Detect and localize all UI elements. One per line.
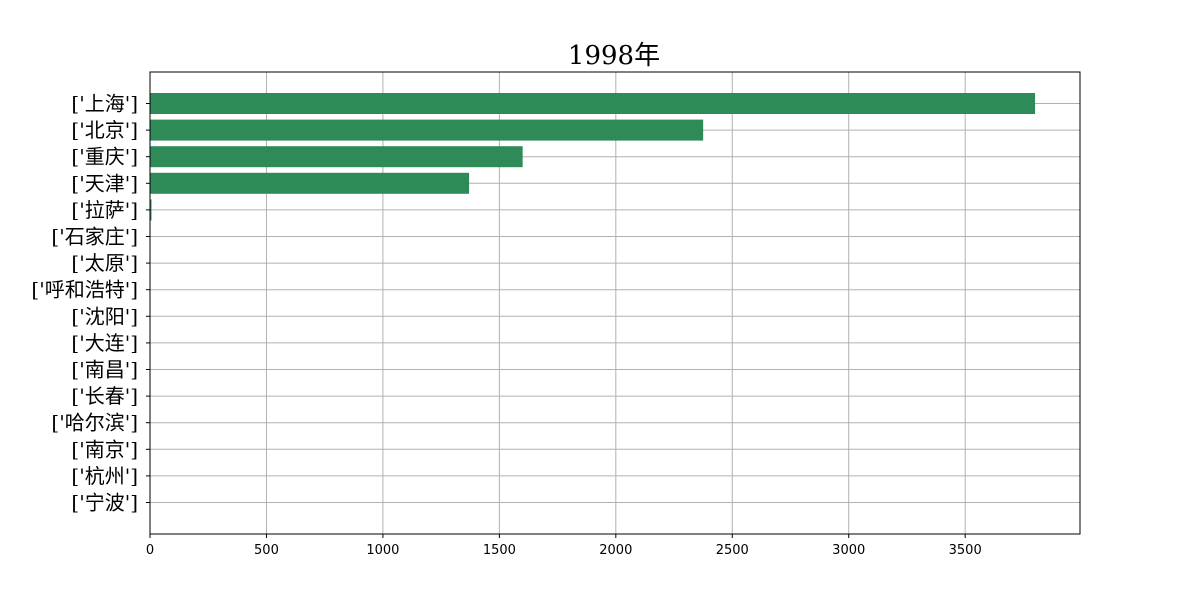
bar [150,146,523,168]
category-label: ['大连'] [71,331,138,355]
bar [150,119,704,141]
category-label: ['太原'] [71,251,138,275]
category-label: ['拉萨'] [71,198,138,222]
category-label: ['宁波'] [71,491,138,515]
category-labels: ['上海']['北京'] ['重庆']['天津'] ['拉萨'] ['石家庄']['太… [31,92,150,515]
x-tick-label: 2000 [599,543,632,558]
category-label: ['石家庄'] [51,225,138,249]
category-label: ['北京'] [71,118,138,142]
x-tick-label: 3500 [949,543,982,558]
category-label: ['天津'] [71,171,138,195]
category-label: ['长春'] [71,384,138,408]
category-label: ['沈阳'] [71,304,138,328]
plot-frame [149,71,1081,535]
category-label: ['上海'] [71,92,138,116]
x-tick-label: 3000 [832,543,865,558]
bar [150,93,1036,114]
x-tick-label: 1500 [483,543,516,558]
bars [150,93,1036,221]
x-tick-label: 2500 [716,543,749,558]
x-tick-label: 1000 [366,543,399,558]
grid-lines [149,72,1080,534]
x-tick-labels: 0 500 1000 1500 2000 2500 3000 3500 [146,534,982,558]
category-label: ['呼和浩特'] [31,278,138,302]
category-label: ['哈尔滨'] [51,411,138,435]
category-label: ['南京'] [71,437,138,461]
bar [150,172,470,194]
category-label: ['重庆'] [71,145,138,169]
category-label: ['南昌'] [71,358,138,382]
category-label: ['杭州'] [71,464,138,488]
x-tick-label: 0 [146,543,154,558]
chart-title: 1998年 [568,41,660,71]
x-tick-label: 500 [254,543,279,558]
bar [150,199,152,221]
